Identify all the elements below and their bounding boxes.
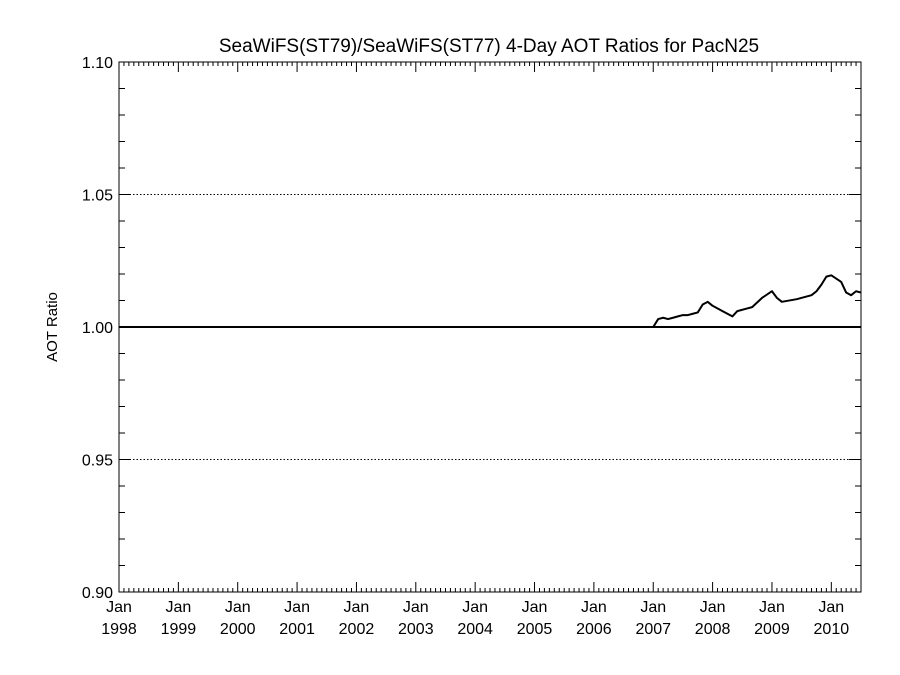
y-tick-label: 1.00 [82,320,113,337]
x-tick-label-year: 2005 [517,621,553,638]
series-layer [652,274,862,328]
x-tick-label-year: 2004 [457,621,493,638]
x-tick-label-month: Jan [522,599,548,616]
x-tick-label-year: 2001 [279,621,315,638]
x-tick-label-month: Jan [581,599,607,616]
x-tick-label-month: Jan [106,599,132,616]
chart-title: SeaWiFS(ST79)/SeaWiFS(ST77) 4-Day AOT Ra… [219,36,759,57]
x-tick-label-year: 2008 [695,621,731,638]
x-tick-label-year: 2000 [220,621,256,638]
x-tick-label-month: Jan [818,599,844,616]
x-tick-label-year: 2003 [398,621,434,638]
y-tick-label: 0.95 [82,453,113,470]
grid-lines [119,194,861,460]
x-tick-label-year: 2002 [339,621,375,638]
y-tick-label: 1.10 [82,55,113,72]
x-tick-label-month: Jan [759,599,785,616]
x-tick-label-month: Jan [284,599,310,616]
x-tick-label-month: Jan [165,599,191,616]
x-tick-label-year: 2006 [576,621,612,638]
series-line [652,274,862,328]
x-tick-label-month: Jan [462,599,488,616]
plot-frame [118,61,862,593]
x-tick-label-year: 1999 [161,621,197,638]
x-tick-label-year: 2009 [754,621,790,638]
x-tick-label-month: Jan [700,599,726,616]
x-tick-labels: Jan 1998 Jan 1999 Jan 2000 Jan 2001 Jan 2002 Jan 20… [101,599,849,638]
x-tick-label-month: Jan [225,599,251,616]
y-axis-label: AOT Ratio [44,292,61,362]
y-tick-label: 1.05 [82,188,113,205]
x-tick-label-month: Jan [403,599,429,616]
x-tick-label-year: 1998 [101,621,137,638]
x-tick-label-year: 2010 [814,621,850,638]
x-tick-label-month: Jan [344,599,370,616]
x-tick-label-year: 2007 [635,621,671,638]
y-tick-labels: 0.90 0.95 1.00 1.05 1.10 [82,55,113,602]
x-tick-label-month: Jan [640,599,666,616]
y-tick-label: 0.90 [82,585,113,602]
